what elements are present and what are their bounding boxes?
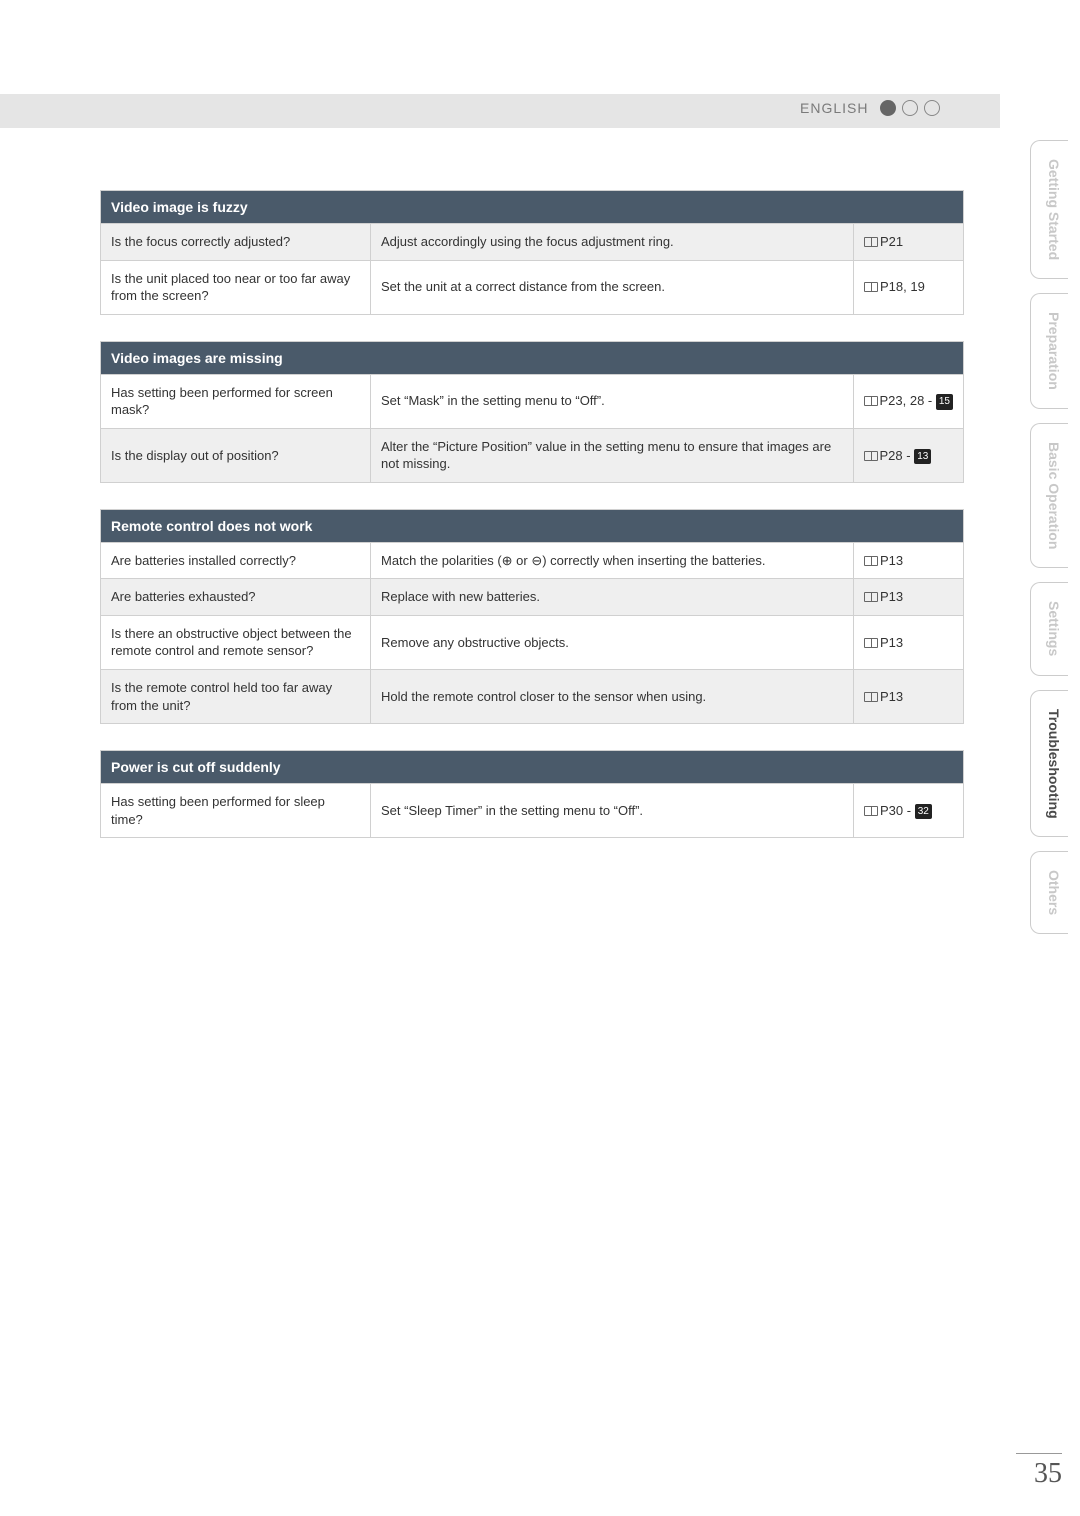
table-video-missing: Video images are missing Has setting bee… <box>100 341 964 483</box>
answer-cell: Set the unit at a correct distance from … <box>371 260 854 314</box>
table-title: Video images are missing <box>101 341 964 374</box>
book-icon <box>864 692 878 702</box>
answer-cell: Set “Mask” in the setting menu to “Off”. <box>371 374 854 428</box>
ref-cell: P13 <box>854 670 964 724</box>
question-cell: Is there an obstructive object between t… <box>101 615 371 669</box>
question-cell: Is the remote control held too far away … <box>101 670 371 724</box>
tab-others[interactable]: Others <box>1030 851 1068 934</box>
book-icon <box>864 237 878 247</box>
question-cell: Is the unit placed too near or too far a… <box>101 260 371 314</box>
book-icon <box>864 556 878 566</box>
answer-cell: Alter the “Picture Position” value in th… <box>371 428 854 482</box>
tab-settings[interactable]: Settings <box>1030 582 1068 675</box>
ref-text: P18, 19 <box>880 279 925 294</box>
table-title: Remote control does not work <box>101 509 964 542</box>
ref-box: 32 <box>915 804 932 820</box>
language-dots <box>880 100 940 116</box>
question-cell: Are batteries installed correctly? <box>101 542 371 579</box>
book-icon <box>864 592 878 602</box>
answer-cell: Remove any obstructive objects. <box>371 615 854 669</box>
content-area: Video image is fuzzy Is the focus correc… <box>100 190 964 864</box>
book-icon <box>864 282 878 292</box>
table-row: Is there an obstructive object between t… <box>101 615 964 669</box>
table-row: Is the focus correctly adjusted? Adjust … <box>101 224 964 261</box>
table-row: Are batteries exhausted? Replace with ne… <box>101 579 964 616</box>
ref-text: P21 <box>880 234 903 249</box>
tab-troubleshooting[interactable]: Troubleshooting <box>1030 690 1068 838</box>
question-cell: Has setting been performed for sleep tim… <box>101 784 371 838</box>
question-cell: Has setting been performed for screen ma… <box>101 374 371 428</box>
ref-cell: P23, 28 - 15 <box>853 374 964 428</box>
ref-box: 13 <box>914 449 931 465</box>
table-power: Power is cut off suddenly Has setting be… <box>100 750 964 838</box>
tab-preparation[interactable]: Preparation <box>1030 293 1068 409</box>
answer-cell: Adjust accordingly using the focus adjus… <box>371 224 854 261</box>
question-cell: Is the focus correctly adjusted? <box>101 224 371 261</box>
ref-text: P23, 28 - <box>880 393 936 408</box>
book-icon <box>864 451 878 461</box>
ref-cell: P13 <box>854 542 964 579</box>
dot-active <box>880 100 896 116</box>
side-tabs: Getting Started Preparation Basic Operat… <box>1030 140 1068 934</box>
dot-inactive <box>902 100 918 116</box>
ref-cell: P13 <box>854 615 964 669</box>
table-row: Are batteries installed correctly? Match… <box>101 542 964 579</box>
ref-cell: P30 - 32 <box>854 784 964 838</box>
ref-text: P13 <box>880 589 903 604</box>
ref-text: P13 <box>880 635 903 650</box>
ref-box: 15 <box>936 394 953 410</box>
answer-cell: Match the polarities (⊕ or ⊖) correctly … <box>371 542 854 579</box>
page-number: 35 <box>1016 1453 1062 1490</box>
ref-cell: P18, 19 <box>854 260 964 314</box>
answer-cell: Replace with new batteries. <box>371 579 854 616</box>
ref-text: P28 - <box>880 448 915 463</box>
table-remote: Remote control does not work Are batteri… <box>100 509 964 724</box>
table-row: Is the remote control held too far away … <box>101 670 964 724</box>
dot-inactive <box>924 100 940 116</box>
table-row: Is the display out of position? Alter th… <box>101 428 964 482</box>
table-row: Has setting been performed for screen ma… <box>101 374 964 428</box>
question-cell: Is the display out of position? <box>101 428 371 482</box>
ref-cell: P21 <box>854 224 964 261</box>
ref-text: P13 <box>880 689 903 704</box>
ref-cell: P28 - 13 <box>853 428 964 482</box>
ref-text: P13 <box>880 553 903 568</box>
book-icon <box>864 806 878 816</box>
language-label: ENGLISH <box>800 100 868 116</box>
answer-cell: Set “Sleep Timer” in the setting menu to… <box>371 784 854 838</box>
table-video-fuzzy: Video image is fuzzy Is the focus correc… <box>100 190 964 315</box>
tab-basic-operation[interactable]: Basic Operation <box>1030 423 1068 568</box>
ref-text: P30 - <box>880 803 915 818</box>
answer-cell: Hold the remote control closer to the se… <box>371 670 854 724</box>
table-title: Video image is fuzzy <box>101 191 964 224</box>
book-icon <box>864 396 878 406</box>
table-row: Has setting been performed for sleep tim… <box>101 784 964 838</box>
table-row: Is the unit placed too near or too far a… <box>101 260 964 314</box>
question-cell: Are batteries exhausted? <box>101 579 371 616</box>
tab-getting-started[interactable]: Getting Started <box>1030 140 1068 279</box>
ref-cell: P13 <box>854 579 964 616</box>
book-icon <box>864 638 878 648</box>
table-title: Power is cut off suddenly <box>101 751 964 784</box>
